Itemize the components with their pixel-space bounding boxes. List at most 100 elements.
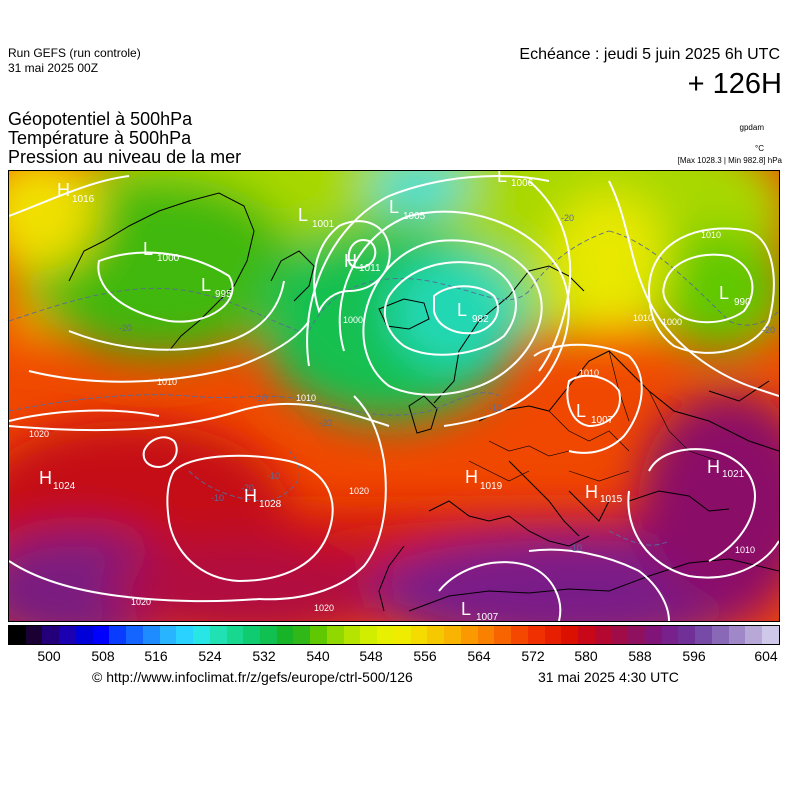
- color-swatch: [360, 626, 378, 644]
- color-swatch: [9, 626, 26, 644]
- isotherm-label: -10: [254, 393, 267, 403]
- isobar-label: 1020: [349, 486, 369, 496]
- color-swatch: [678, 626, 696, 644]
- color-swatch: [377, 626, 394, 644]
- unit-gpdam: gpdam: [739, 123, 764, 132]
- color-swatch: [343, 626, 361, 644]
- color-swatch: [42, 626, 60, 644]
- svg-text:L: L: [576, 401, 586, 421]
- pressure-center: H 1021: [707, 457, 745, 480]
- svg-text:H: H: [465, 467, 478, 487]
- color-scale-tick-label: 556: [413, 648, 437, 664]
- color-scale-tick-label: 604: [754, 648, 778, 664]
- svg-text:L: L: [298, 205, 308, 225]
- isobar-label: 1010: [701, 230, 721, 240]
- pressure-center: H 1019: [465, 467, 503, 492]
- isobar-label: 1010: [579, 368, 599, 378]
- svg-text:H: H: [39, 468, 52, 488]
- pressure-center: L 1005: [389, 197, 426, 222]
- color-swatch: [159, 626, 177, 644]
- color-swatch: [75, 626, 93, 644]
- isotherm-label: -10: [267, 471, 280, 481]
- isotherm-label: -10: [569, 543, 582, 553]
- svg-text:L: L: [201, 275, 211, 295]
- color-swatch: [594, 626, 612, 644]
- svg-text:L: L: [497, 171, 507, 186]
- isotherm-label: -10: [489, 403, 502, 413]
- svg-text:L: L: [389, 197, 399, 217]
- pressure-center: L 990: [719, 283, 751, 308]
- run-date: 31 mai 2025 00Z: [8, 61, 99, 75]
- pressure-centers: H 1016 L 1000 L 995 L 1001 H 1011 L 1005 L 1006…: [39, 171, 751, 621]
- color-swatch: [695, 626, 712, 644]
- isobars: [9, 175, 779, 621]
- color-swatch: [243, 626, 261, 644]
- color-swatch: [711, 626, 729, 644]
- isotherm-labels: -20 -20 -20 -20 -20 -10 -10 -10 -10 -10: [119, 213, 775, 553]
- isobar-label: 1020: [314, 603, 334, 613]
- color-swatch: [393, 626, 411, 644]
- isobar-label: 1020: [131, 597, 151, 607]
- isotherm-label: -20: [241, 483, 254, 493]
- isotherm-label: -20: [319, 418, 332, 428]
- pressure-center: L 982: [457, 300, 489, 325]
- pressure-center: L 1007: [461, 599, 499, 621]
- color-scale-tick-label: 508: [91, 648, 115, 664]
- color-swatch: [59, 626, 76, 644]
- color-swatch: [109, 626, 127, 644]
- color-swatch: [494, 626, 512, 644]
- isobar-label: 1010: [157, 377, 177, 387]
- color-swatch: [728, 626, 746, 644]
- color-swatch: [527, 626, 545, 644]
- param-mslp: Pression au niveau de la mer: [8, 147, 242, 167]
- color-scale-tick-label: 580: [574, 648, 598, 664]
- pressure-center: L 1001: [298, 205, 335, 230]
- isotherm-label: -20: [561, 213, 574, 223]
- color-scale-tick-label: 532: [252, 648, 276, 664]
- svg-text:H: H: [344, 251, 357, 271]
- isobar-labels: 1020 1020 1020 1020 1010 1010 1000 1000 …: [29, 230, 755, 613]
- pressure-center: L 1000: [143, 239, 180, 264]
- color-swatch: [276, 626, 294, 644]
- svg-text:H: H: [244, 486, 257, 506]
- color-swatch: [209, 626, 227, 644]
- pressure-center: H 1011: [344, 251, 381, 274]
- color-scale-tick-label: 540: [306, 648, 330, 664]
- isobar-label: 1000: [662, 317, 682, 327]
- isobar-label: 1010: [296, 393, 316, 403]
- svg-text:1007: 1007: [476, 612, 499, 621]
- color-scale-tick-label: 516: [144, 648, 168, 664]
- forecast-map[interactable]: 1020 1020 1020 1020 1010 1010 1000 1000 …: [8, 170, 780, 622]
- pressure-center: H 1028: [244, 486, 282, 510]
- color-swatch: [176, 626, 194, 644]
- svg-text:990: 990: [734, 297, 751, 308]
- borders: [468, 350, 720, 482]
- color-swatch: [444, 626, 461, 644]
- color-swatch: [511, 626, 528, 644]
- color-swatch: [577, 626, 595, 644]
- isobar-label: 1000: [343, 315, 363, 325]
- param-temperature: Température à 500hPa: [8, 128, 192, 148]
- svg-text:1006: 1006: [511, 178, 534, 189]
- forecast-valid-time: Echéance : jeudi 5 juin 2025 6h UTC: [519, 46, 780, 63]
- isobar-label: 1010: [735, 545, 755, 555]
- param-geopotential: Géopotentiel à 500hPa: [8, 109, 193, 129]
- color-scale-tick-label: 588: [628, 648, 652, 664]
- color-swatch: [628, 626, 645, 644]
- color-swatch: [410, 626, 428, 644]
- isotherm-label: -20: [119, 323, 132, 333]
- unit-celsius: °C: [755, 144, 764, 153]
- svg-text:1011: 1011: [359, 263, 381, 274]
- pressure-center: H 1024: [39, 468, 76, 492]
- color-scale-tick-label: 564: [467, 648, 491, 664]
- color-swatch: [561, 626, 578, 644]
- svg-text:1021: 1021: [722, 469, 745, 480]
- color-scale-bar: [8, 625, 780, 645]
- svg-text:1001: 1001: [312, 219, 335, 230]
- svg-text:1019: 1019: [480, 481, 503, 492]
- source-credit: © http://www.infoclimat.fr/z/gefs/europe…: [92, 669, 413, 685]
- color-swatch: [611, 626, 629, 644]
- color-swatch: [661, 626, 679, 644]
- color-swatch: [326, 626, 344, 644]
- color-scale-tick-label: 524: [198, 648, 222, 664]
